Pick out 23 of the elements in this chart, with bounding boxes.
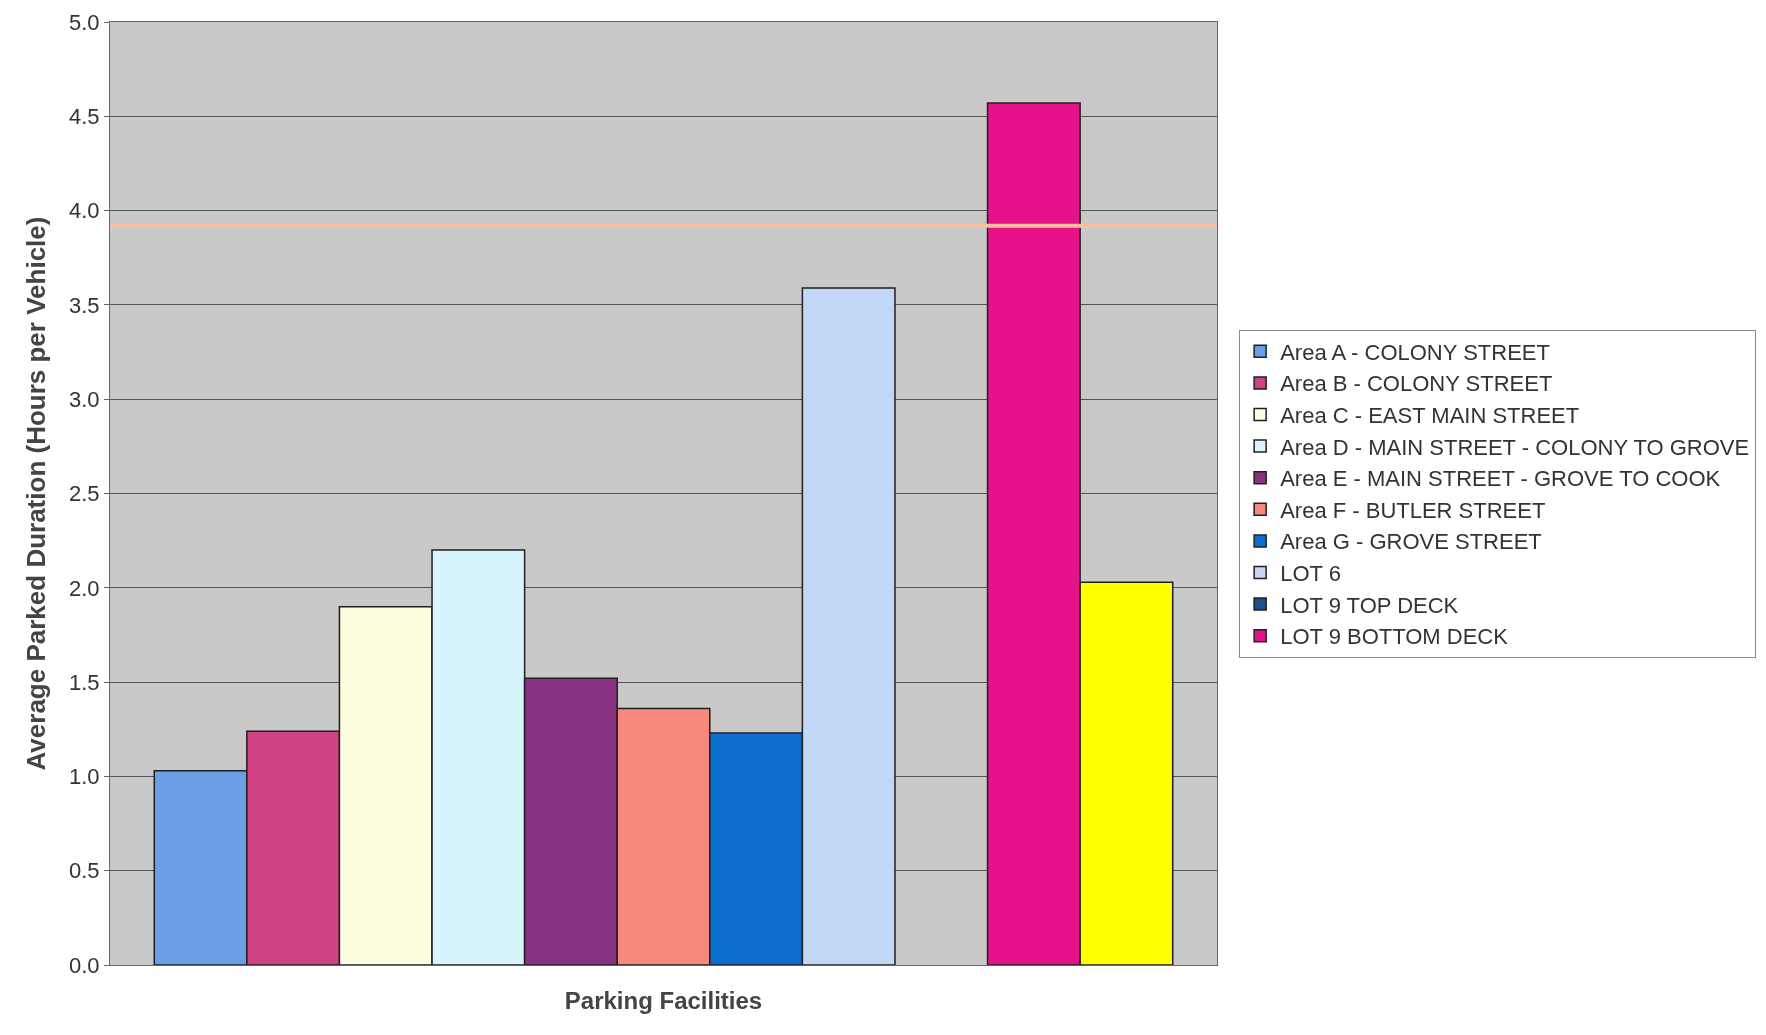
y-tick-label: 4.5 (69, 104, 100, 129)
y-tick-label: 2.5 (69, 481, 100, 507)
y-tick-label: 5.0 (69, 9, 100, 35)
legend-label: Area A - COLONY STREET (1280, 339, 1550, 365)
y-tick-label: 0.0 (69, 952, 100, 978)
legend-label: Area F - BUTLER STREET (1280, 497, 1546, 523)
y-tick-label: 4.0 (69, 198, 100, 224)
y-tick-label: 1.5 (69, 669, 100, 695)
legend-label: Area E - MAIN STREET - GROVE TO COOK (1280, 466, 1721, 492)
legend-label: LOT 6 (1280, 561, 1341, 587)
x-axis-title: Parking Facilities (564, 986, 763, 1014)
legend-label: Area D - MAIN STREET - COLONY TO GROVE (1280, 434, 1750, 460)
y-tick-label: 3.5 (69, 292, 100, 318)
legend-label: LOT 9 BOTTOM DECK (1280, 624, 1509, 650)
y-tick-label: 0.5 (69, 858, 100, 884)
legend-label: Area C - EAST MAIN STREET (1280, 403, 1580, 429)
y-tick-label: 2.0 (69, 575, 100, 601)
y-axis-title: Average Parked Duration (Hours per Vehicle) (21, 216, 52, 771)
legend-label: LOT 9 TOP DECK (1280, 592, 1459, 618)
y-tick-label: 1.0 (69, 764, 100, 790)
legend-label: Area G - GROVE STREET (1280, 529, 1542, 555)
legend-label: Area B - COLONY STREET (1280, 371, 1553, 397)
y-tick-label: 3.0 (69, 386, 100, 412)
